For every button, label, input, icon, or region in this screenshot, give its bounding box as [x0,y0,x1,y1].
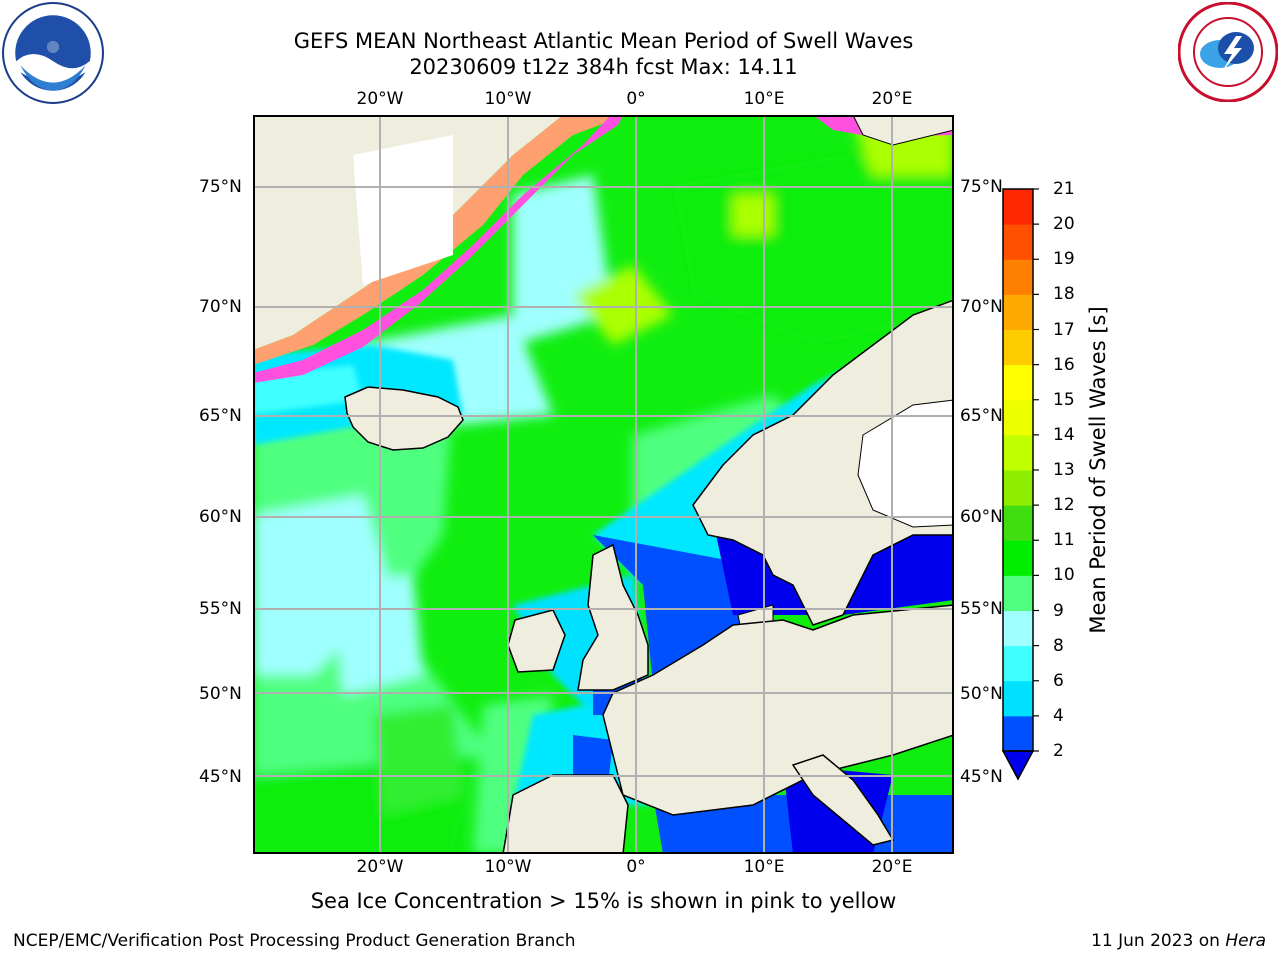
colorbar-tick-label: 16 [1053,354,1075,375]
swell-period-map [253,115,954,854]
sea-ice-note: Sea Ice Concentration > 15% is shown in … [310,889,897,913]
colorbar-segment [1003,610,1033,647]
colorbar-segment [1003,505,1033,541]
colorbar-tick-label: 2 [1053,741,1064,761]
iceland [344,386,464,451]
colorbar-segment [1003,189,1033,225]
map-area [253,115,954,854]
lat-label: 75°N [199,177,242,197]
continental-europe [602,604,954,816]
colorbar-segment [1003,715,1033,752]
noaa-logo [2,2,104,104]
footer-date: 11 Jun 2023 on Hera [1091,931,1266,951]
lon-label: 20°E [871,89,913,109]
lat-label: 45°N [199,767,242,787]
lon-label: 10°E [743,857,785,877]
lat-label: 70°N [199,297,242,317]
lat-label: 65°N [960,406,1003,426]
colorbar-segment [1003,470,1033,506]
lon-label: 20°W [356,89,404,109]
svalbard [852,115,954,146]
colorbar-segment [1003,399,1033,436]
great-britain [577,543,649,691]
colorbar-extend [1001,750,1035,781]
colorbar-tick-label: 14 [1053,424,1075,445]
lon-label: 0° [626,857,646,877]
lat-label: 60°N [960,507,1003,527]
colorbar-segment [1003,575,1033,611]
lon-label: 20°W [356,857,404,877]
lon-label: 10°E [743,89,785,109]
footer-host: Hera [1225,931,1266,951]
colorbar-tick-label: 15 [1053,389,1075,410]
colorbar-tick-label: 4 [1053,705,1064,726]
colorbar-segment [1003,294,1033,330]
colorbar-segment [1003,540,1033,576]
sweden-interior [857,399,954,528]
colorbar-tick-label: 12 [1053,495,1075,516]
lon-label: 0° [626,89,646,109]
colorbar-segment [1003,224,1033,260]
colorbar-segment [1003,645,1033,682]
colorbar-segment [1003,364,1033,401]
lat-label: 45°N [960,767,1003,787]
colorbar-segment [1003,434,1033,471]
footer-date-text: 11 Jun 2023 on [1091,931,1226,951]
colorbar-tick-label: 8 [1053,635,1064,656]
colorbar-tick-label: 19 [1053,249,1075,270]
lat-label: 50°N [199,684,242,704]
chart-subtitle: 20230609 t12z 384h fcst Max: 14.11 [409,55,798,79]
lon-label: 20°E [871,857,913,877]
lat-label: 55°N [199,599,242,619]
nws-logo [1178,2,1278,102]
colorbar-tick-label: 18 [1053,284,1075,305]
lat-label: 50°N [960,684,1003,704]
colorbar-tick-label: 6 [1053,670,1064,691]
colorbar-tick-label: 11 [1053,530,1075,551]
lon-label: 10°W [484,857,532,877]
colorbar-segment [1003,680,1033,717]
greenland-icecap [353,135,453,285]
colorbar [1001,188,1039,781]
lat-label: 60°N [199,507,242,527]
colorbar-tick-label: 9 [1053,600,1064,621]
colorbar-segment [1003,259,1033,295]
colorbar-tick-label: 13 [1053,460,1075,480]
lat-label: 55°N [960,599,1003,619]
lon-label: 10°W [484,89,532,109]
lat-label: 70°N [960,297,1003,317]
lat-label: 65°N [199,406,242,426]
footer-credit: NCEP/EMC/Verification Post Processing Pr… [13,931,576,951]
graticule [253,115,954,854]
colorbar-tick-label: 20 [1053,214,1075,235]
colorbar-title: Mean Period of Swell Waves [s] [1086,306,1110,634]
colorbar-segment [1003,329,1033,366]
colorbar-tick-label: 10 [1053,565,1075,586]
colorbar-tick-label: 21 [1053,179,1075,199]
chart-title: GEFS MEAN Northeast Atlantic Mean Period… [293,29,914,53]
map-border [253,115,954,854]
colorbar-tick-label: 17 [1053,319,1075,340]
lat-label: 75°N [960,177,1003,197]
